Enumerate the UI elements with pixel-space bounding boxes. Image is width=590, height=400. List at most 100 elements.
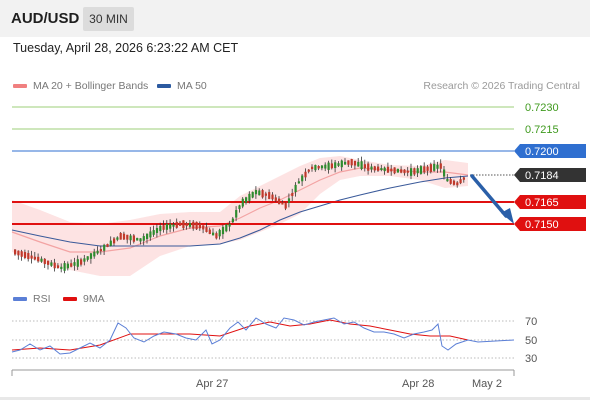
candle-body [287,198,291,203]
candle-body [96,250,99,254]
candle-body [347,160,350,165]
candle-body [357,161,360,167]
svg-text:0.7230: 0.7230 [525,102,559,114]
bollinger-band [12,156,468,276]
candle-body [304,171,307,178]
candle-body [80,259,83,265]
svg-text:0.7150: 0.7150 [525,219,559,231]
credit-text: Research © 2026 Trading Central [423,80,580,92]
candle-body [278,198,281,205]
current-price-badge: 0.7184 [514,168,586,182]
symbol-title: AUD/USD [11,10,80,27]
ma9-swatch [63,297,77,301]
candle-body [413,168,416,175]
candle-body [429,164,432,172]
rsi-scale-30: 30 [525,353,537,365]
candle-body [63,263,66,271]
candle-body [182,220,185,229]
rsi-scale-50: 50 [525,335,537,347]
candle-body [380,168,383,171]
candle-body [225,224,228,232]
candle-body [334,162,337,169]
candle-body [294,184,297,193]
candle-body [436,164,439,169]
candle-body [179,222,182,226]
candle-body [456,182,459,186]
candle-body [268,192,271,199]
candle-body [70,263,73,267]
timeframe-button[interactable]: 30 MIN [83,7,134,31]
candle-body [155,227,159,233]
candle-body [17,250,20,256]
x-label-may2: May 2 [472,378,502,390]
candle-body [37,256,40,262]
level-badge-7200: 0.7200 [514,144,586,158]
candle-body [195,221,198,230]
forecast-arrow-head [501,208,514,224]
candle-body [76,259,79,267]
candle-body [297,181,300,184]
candle-body [423,166,426,173]
candle-body [373,166,376,171]
candle-body [218,229,221,237]
candle-body [215,233,218,239]
candle-body [248,193,251,201]
x-label-apr28: Apr 28 [402,378,434,390]
candle-body [188,222,192,227]
candle-body [73,262,76,266]
candle-body [433,163,436,171]
candle-body [452,180,456,185]
candle-body [241,198,244,207]
candle-body [301,175,304,182]
candle-body [307,169,310,172]
ma-bollinger-label: MA 20 + Bollinger Bands [33,80,149,92]
bottom-border [0,397,590,400]
candle-body [103,244,106,251]
level-badge-7150: 0.7150 [514,217,586,231]
candle-body [264,193,267,196]
candle-body [363,164,366,169]
rsi-label: RSI [33,293,51,305]
candle-body [132,235,135,242]
candle-body [406,170,409,173]
candle-body [33,256,36,260]
candle-body [119,232,122,240]
candle-body [23,252,27,259]
candle-body [360,161,363,170]
candle-body [410,168,413,176]
candlestick-series [14,156,465,274]
ma20-line [11,167,469,253]
candle-body [386,166,390,173]
forecast-arrow-shaft [470,174,508,218]
ma9-label: 9MA [83,293,105,305]
candle-body [175,221,178,228]
candle-body [291,193,294,197]
candle-body [93,251,96,257]
candle-body [159,225,162,232]
candle-body [254,189,258,195]
svg-text:0.7184: 0.7184 [525,170,559,182]
candle-body [251,191,254,198]
candle-body [185,223,188,227]
candle-body [443,169,446,177]
candle-body [344,161,347,165]
candle-body [314,164,317,171]
candle-body [50,262,53,266]
datetime-label: Tuesday, April 28, 2026 6:23:22 AM CET [13,41,239,55]
candle-body [202,225,205,230]
candle-body [139,238,142,242]
candle-body [122,233,126,240]
candle-body [53,262,56,269]
legend-ma50: MA 50 [157,80,207,92]
candle-body [60,266,63,270]
candle-body [419,166,423,174]
legend-rsi: RSI [13,293,51,305]
candle-body [56,265,60,269]
ma50-line [11,175,469,247]
candle-body [400,169,403,173]
candle-body [353,160,357,166]
candle-body [340,160,343,168]
candle-body [162,225,165,230]
svg-text:0.7165: 0.7165 [525,197,559,209]
